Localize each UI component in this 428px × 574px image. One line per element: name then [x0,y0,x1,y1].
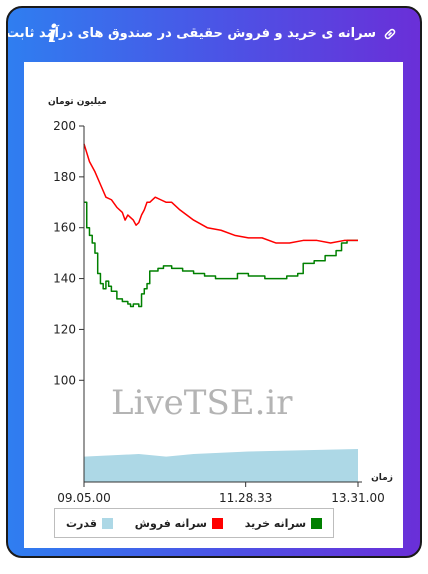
chart-card: i سرانه ی خرید و فروش حقیقی در صندوق های… [6,6,422,558]
header: i سرانه ی خرید و فروش حقیقی در صندوق های… [8,8,420,60]
x-tick-label-1: 11.28.33 [219,491,272,505]
legend-swatch-power [101,517,113,529]
y-tick-label-180: 180 [53,170,76,184]
legend-item-buy[interactable]: سرانه خرید [244,516,323,530]
legend-label-buy: سرانه خرید [244,516,307,530]
y-tick-label-140: 140 [53,272,76,286]
y-tick-label-160: 160 [53,221,76,235]
x-tick-label-0: 09.05.00 [57,491,110,505]
series-2-area [84,448,358,482]
legend-swatch-buy [311,517,323,529]
watermark: LiveTSE.ir [111,383,293,423]
x-axis-label: زمان [371,473,393,483]
chart-title: سرانه ی خرید و فروش حقیقی در صندوق های د… [6,26,376,41]
info-icon[interactable]: i [48,19,58,48]
legend-label-power: قدرت [65,516,97,530]
legend-swatch-sell [211,517,223,529]
legend-label-sell: سرانه فروش [134,516,207,530]
legend: سرانه خرید سرانه فروش قدرت [54,508,334,538]
y-tick-label-120: 120 [53,322,76,336]
line-chart: میلیون تومان LiveTSE.ir 100 120 140 160 180 2… [48,97,393,505]
series-0-line [84,201,358,308]
y-tick-label-200: 200 [53,119,76,133]
y-axis-unit-label: میلیون تومان [48,97,107,107]
link-icon[interactable] [382,26,398,42]
series-1-line [83,143,358,244]
legend-item-sell[interactable]: سرانه فروش [135,517,223,530]
legend-item-power[interactable]: قدرت [66,517,113,530]
y-tick-label-100: 100 [53,373,76,387]
x-tick-label-2: 13.31.00 [331,491,384,505]
chart-panel: میلیون تومان LiveTSE.ir 100 120 140 160 180 2… [24,62,403,548]
